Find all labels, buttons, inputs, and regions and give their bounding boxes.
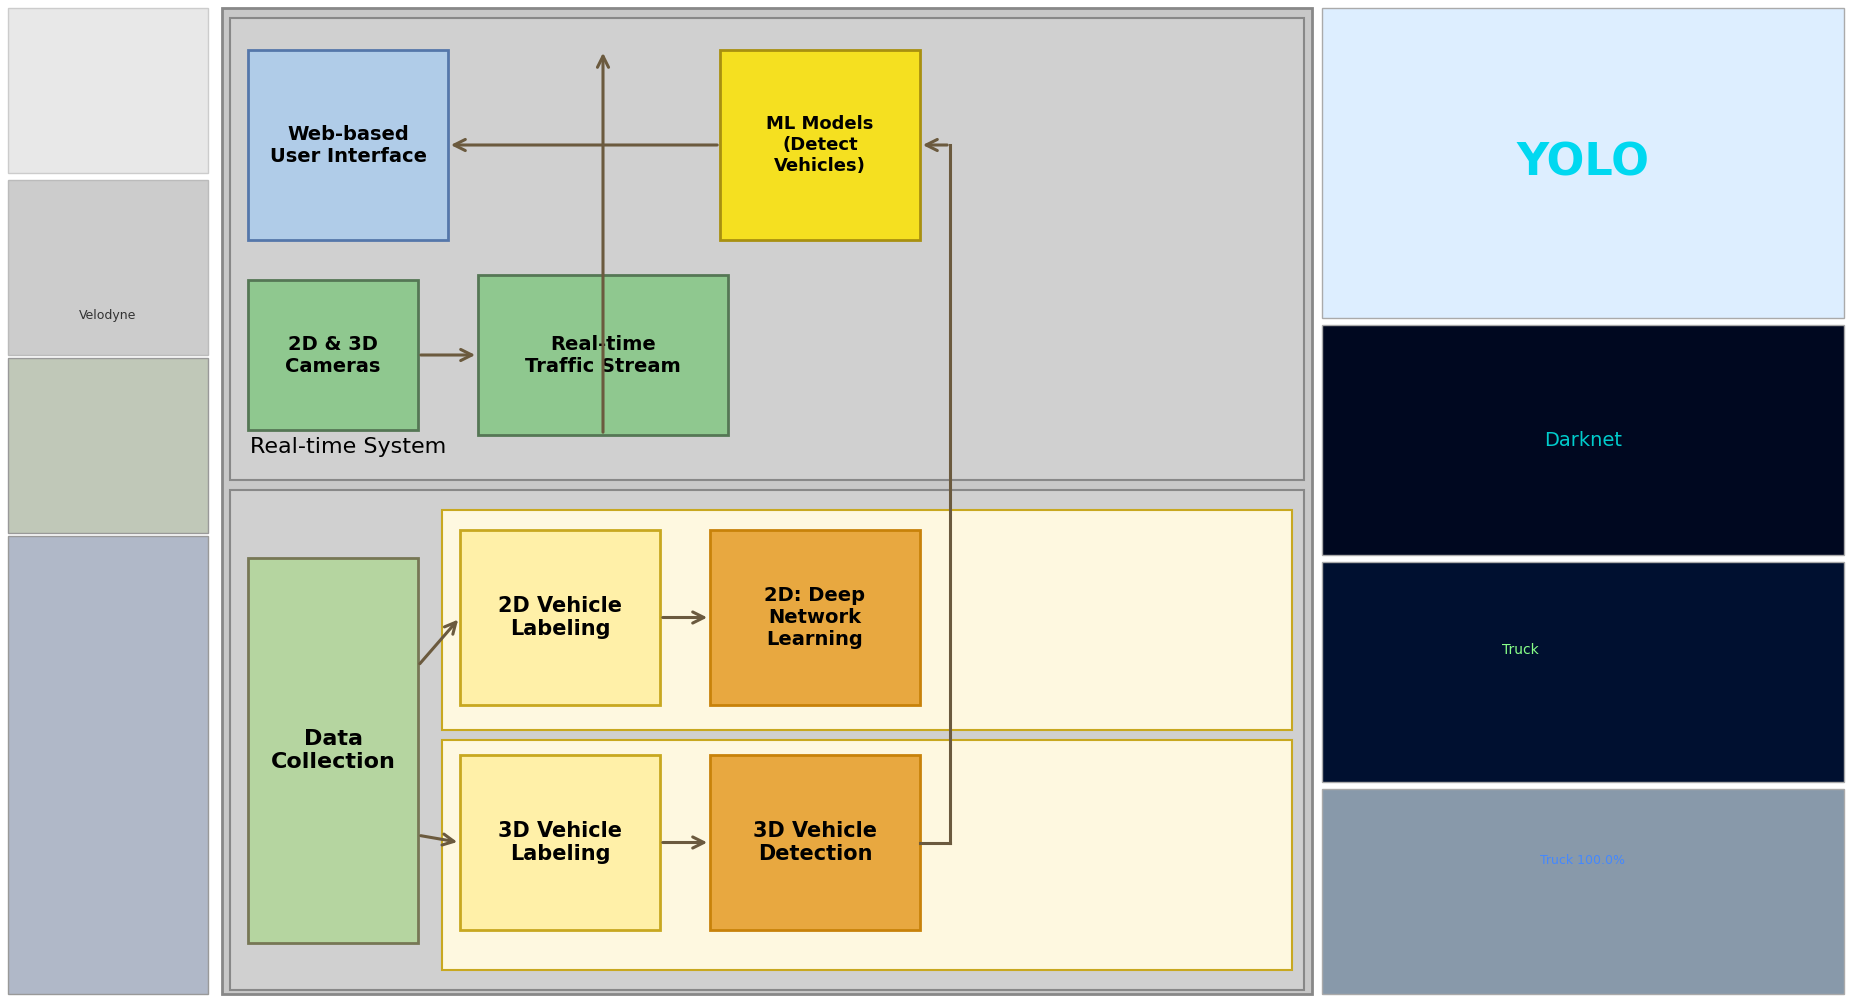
FancyBboxPatch shape <box>230 490 1304 990</box>
Text: Data
Collection: Data Collection <box>270 728 396 773</box>
FancyBboxPatch shape <box>1322 789 1845 994</box>
Text: 3D Vehicle
Labeling: 3D Vehicle Labeling <box>498 821 622 864</box>
FancyBboxPatch shape <box>720 50 920 240</box>
FancyBboxPatch shape <box>248 280 419 430</box>
Text: Darknet: Darknet <box>1545 431 1622 450</box>
FancyBboxPatch shape <box>230 18 1304 480</box>
FancyBboxPatch shape <box>478 275 728 435</box>
Text: 2D & 3D
Cameras: 2D & 3D Cameras <box>285 335 382 376</box>
Text: Truck: Truck <box>1502 643 1539 657</box>
FancyBboxPatch shape <box>7 536 207 994</box>
FancyBboxPatch shape <box>443 510 1293 730</box>
FancyBboxPatch shape <box>7 8 207 173</box>
FancyBboxPatch shape <box>443 740 1293 970</box>
FancyBboxPatch shape <box>7 358 207 533</box>
FancyBboxPatch shape <box>709 530 920 705</box>
Text: Real-time
Traffic Stream: Real-time Traffic Stream <box>526 335 682 376</box>
FancyBboxPatch shape <box>459 755 659 930</box>
FancyBboxPatch shape <box>248 558 419 943</box>
FancyBboxPatch shape <box>248 50 448 240</box>
FancyBboxPatch shape <box>1322 325 1845 555</box>
FancyBboxPatch shape <box>7 180 207 355</box>
FancyBboxPatch shape <box>709 755 920 930</box>
FancyBboxPatch shape <box>459 530 659 705</box>
FancyBboxPatch shape <box>1322 8 1845 318</box>
Text: ML Models
(Detect
Vehicles): ML Models (Detect Vehicles) <box>767 115 874 174</box>
Text: 2D Vehicle
Labeling: 2D Vehicle Labeling <box>498 596 622 639</box>
Text: 2D: Deep
Network
Learning: 2D: Deep Network Learning <box>765 586 865 649</box>
Text: YOLO: YOLO <box>1517 141 1650 184</box>
Text: Truck 100.0%: Truck 100.0% <box>1541 854 1626 867</box>
Text: Web-based
User Interface: Web-based User Interface <box>270 124 426 165</box>
FancyBboxPatch shape <box>1322 562 1845 782</box>
FancyBboxPatch shape <box>222 8 1311 994</box>
Text: Real-time System: Real-time System <box>250 437 446 457</box>
Text: 3D Vehicle
Detection: 3D Vehicle Detection <box>754 821 878 864</box>
Text: Velodyne: Velodyne <box>80 309 137 322</box>
